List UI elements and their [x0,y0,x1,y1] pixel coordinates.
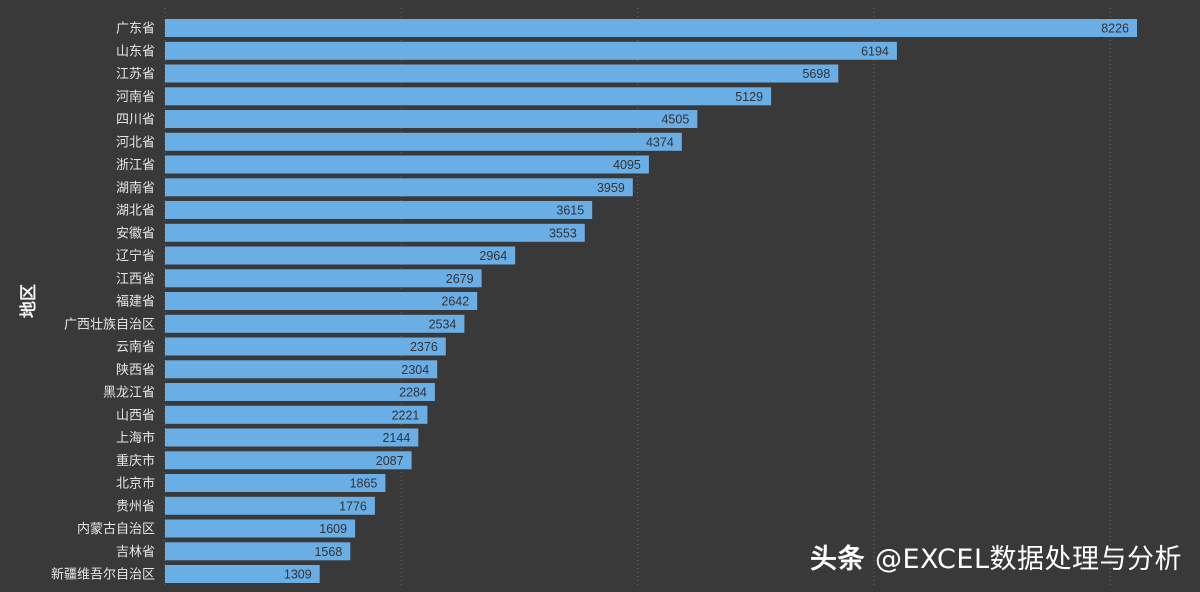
data-label: 5698 [802,67,830,81]
data-label: 3553 [549,226,577,240]
bar [165,337,446,356]
data-label: 2679 [446,272,474,286]
bar [165,110,698,128]
data-label: 1776 [339,499,367,513]
bar [165,496,375,515]
category-label: 广东省 [116,22,155,37]
category-label: 山东省 [116,44,155,59]
bar [165,132,682,151]
bar [165,405,428,424]
category-label: 四川省 [116,113,155,128]
category-label: 辽宁省 [116,248,155,264]
category-label: 云南省 [116,339,155,355]
data-label: 8226 [1101,22,1129,36]
data-label: 1609 [319,522,347,536]
bar [165,87,772,106]
data-label: 1865 [350,477,378,491]
category-label: 吉林省 [116,545,155,560]
bar [165,451,412,470]
watermark-brand: 头条 [809,544,865,575]
data-label: 2376 [410,340,438,354]
category-label: 新疆维吾尔自治区 [51,567,155,583]
data-label: 4374 [646,135,674,149]
data-label: 2144 [382,431,410,445]
data-label: 2304 [401,363,429,377]
watermark: 头条 @EXCEL数据处理与分析 [810,537,1182,576]
category-label: 湖北省 [116,204,155,219]
bar [165,246,516,265]
bar [165,155,649,174]
category-label: 山西省 [116,408,155,423]
value-labels: 8226 6194 5698 5129 4505 4374 4095 3959 3615 3553… [284,22,1129,582]
category-label: 河北省 [116,135,155,150]
bar [165,269,482,288]
data-label: 4505 [661,113,689,127]
data-label: 1309 [284,568,312,582]
watermark-handle: @EXCEL数据处理与分析 [874,544,1182,575]
bar [165,428,419,447]
category-label: 江西省 [116,272,155,287]
category-label: 福建省 [116,295,155,310]
category-labels: 广东省山东省江苏省河南省四川省河北省浙江省湖南省湖北省安徽省辽宁省江西省福建省广… [51,22,155,583]
category-label: 北京市 [116,476,155,492]
bar [165,383,435,401]
bar [165,360,438,379]
data-label: 4095 [613,158,641,172]
bar [165,519,356,538]
category-label: 贵州省 [116,499,155,514]
bar [165,201,593,219]
data-label: 2642 [441,295,469,309]
data-label: 1568 [314,545,342,559]
data-label: 2964 [479,249,507,263]
category-label: 陕西省 [116,363,155,378]
bar [165,223,585,242]
category-label: 湖南省 [116,180,155,196]
bar [165,314,465,333]
data-label: 2221 [392,408,420,422]
category-label: 重庆市 [116,453,155,469]
bar [165,292,478,310]
bar [165,178,633,197]
data-label: 2284 [399,386,427,400]
category-label: 安徽省 [116,226,155,241]
bar [165,474,386,492]
category-label: 河南省 [116,89,155,105]
y-axis-label: 地区 [18,284,39,318]
data-label: 3959 [597,181,625,195]
bar [165,41,897,60]
bar [165,19,1137,37]
category-label: 浙江省 [116,158,155,173]
category-label: 内蒙古自治区 [77,521,155,537]
data-label: 3615 [556,204,584,218]
bar [165,542,351,561]
bar [165,565,320,583]
bar [165,64,839,83]
data-label: 2087 [376,454,404,468]
category-label: 广西壮族自治区 [64,316,155,332]
data-label: 2534 [429,317,457,331]
category-label: 江苏省 [116,66,155,82]
data-label: 6194 [861,44,889,58]
data-label: 5129 [735,90,763,104]
category-label: 上海市 [116,430,155,446]
category-label: 黑龙江省 [103,386,155,401]
bars [165,19,1137,583]
